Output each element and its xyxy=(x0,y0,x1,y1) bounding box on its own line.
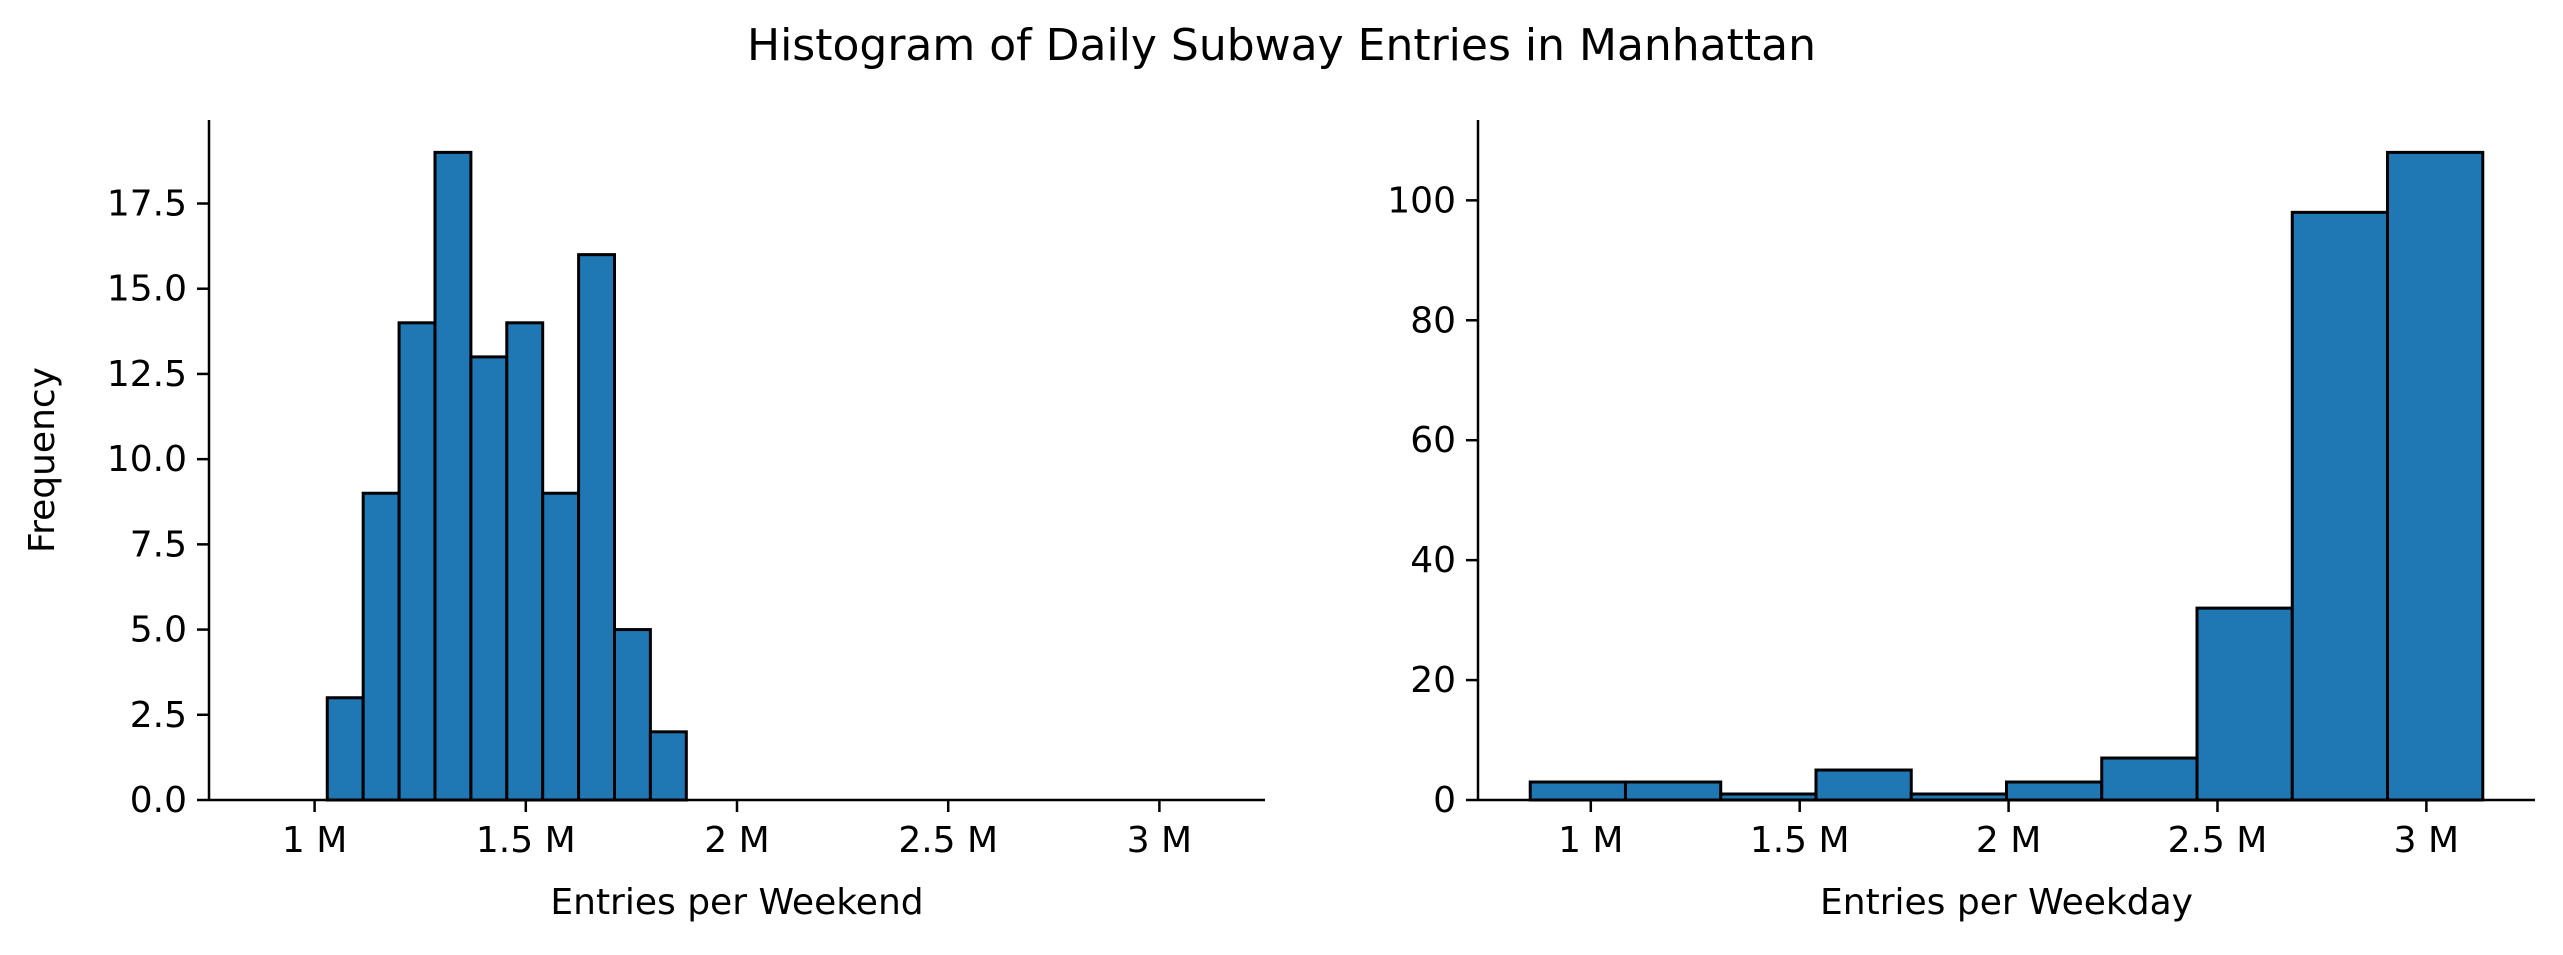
weekday-y-tick-label: 80 xyxy=(1410,300,1456,341)
weekend-y-tick-label: 10.0 xyxy=(107,439,187,480)
weekend-histogram-bar xyxy=(325,696,365,802)
weekend-histogram-bar xyxy=(433,150,473,802)
weekend-histogram-bar xyxy=(505,321,545,802)
weekday-y-tick-label: 20 xyxy=(1410,660,1456,701)
weekend-y-tick-label: 12.5 xyxy=(107,354,187,395)
weekday-histogram-bar xyxy=(1623,780,1723,802)
weekend-histogram-bar xyxy=(541,491,581,802)
weekend-histogram-bar xyxy=(577,253,617,802)
weekend-y-tick-label: 7.5 xyxy=(130,524,187,565)
weekend-y-tick-label: 2.5 xyxy=(130,695,187,736)
weekend-y-tick-label: 17.5 xyxy=(107,184,187,225)
weekend-x-tick-label: 2.5 M xyxy=(898,820,998,861)
weekday-histogram-bar xyxy=(2005,780,2104,802)
weekend-x-tick-label: 2 M xyxy=(704,820,769,861)
weekday-y-tick-label: 40 xyxy=(1410,540,1456,581)
weekday-histogram-bar xyxy=(2100,756,2199,802)
weekend-histogram-bar xyxy=(361,491,401,802)
weekday-histogram-bar xyxy=(1528,780,1627,802)
weekday-histogram-bar xyxy=(2195,606,2294,802)
chart-title: Histogram of Daily Subway Entries in Man… xyxy=(746,20,1817,71)
weekday-y-tick-label: 60 xyxy=(1410,420,1456,461)
weekday-x-tick-label: 2.5 M xyxy=(2168,820,2268,861)
weekend-x-tick-label: 1.5 M xyxy=(476,820,576,861)
weekend-y-tick-label: 0.0 xyxy=(130,780,187,821)
weekday-x-tick-label: 2 M xyxy=(1976,820,2041,861)
weekend-histogram-bar xyxy=(397,321,437,802)
weekend-y-axis-label: Frequency xyxy=(22,367,63,553)
weekday-x-axis-label: Entries per Weekday xyxy=(1820,882,2193,923)
weekend-histogram-bar xyxy=(613,628,652,802)
weekend-x-tick-label: 3 M xyxy=(1127,820,1192,861)
weekday-histogram-bar xyxy=(2290,210,2390,802)
weekend-x-axis-label: Entries per Weekend xyxy=(550,882,923,923)
weekday-histogram-bar xyxy=(2386,150,2485,802)
weekday-y-tick-label: 0 xyxy=(1433,780,1456,821)
weekday-histogram-bar xyxy=(1814,768,1913,802)
weekend-x-tick-label: 1 M xyxy=(282,820,347,861)
weekend-histogram-bar xyxy=(469,355,509,802)
weekday-x-tick-label: 3 M xyxy=(2394,820,2459,861)
weekday-x-tick-label: 1 M xyxy=(1558,820,1623,861)
weekend-histogram-bar xyxy=(648,730,688,802)
weekend-y-tick-label: 15.0 xyxy=(107,269,187,310)
weekend-y-tick-label: 5.0 xyxy=(130,610,187,651)
weekday-y-tick-label: 100 xyxy=(1387,180,1456,221)
weekday-x-tick-label: 1.5 M xyxy=(1750,820,1850,861)
